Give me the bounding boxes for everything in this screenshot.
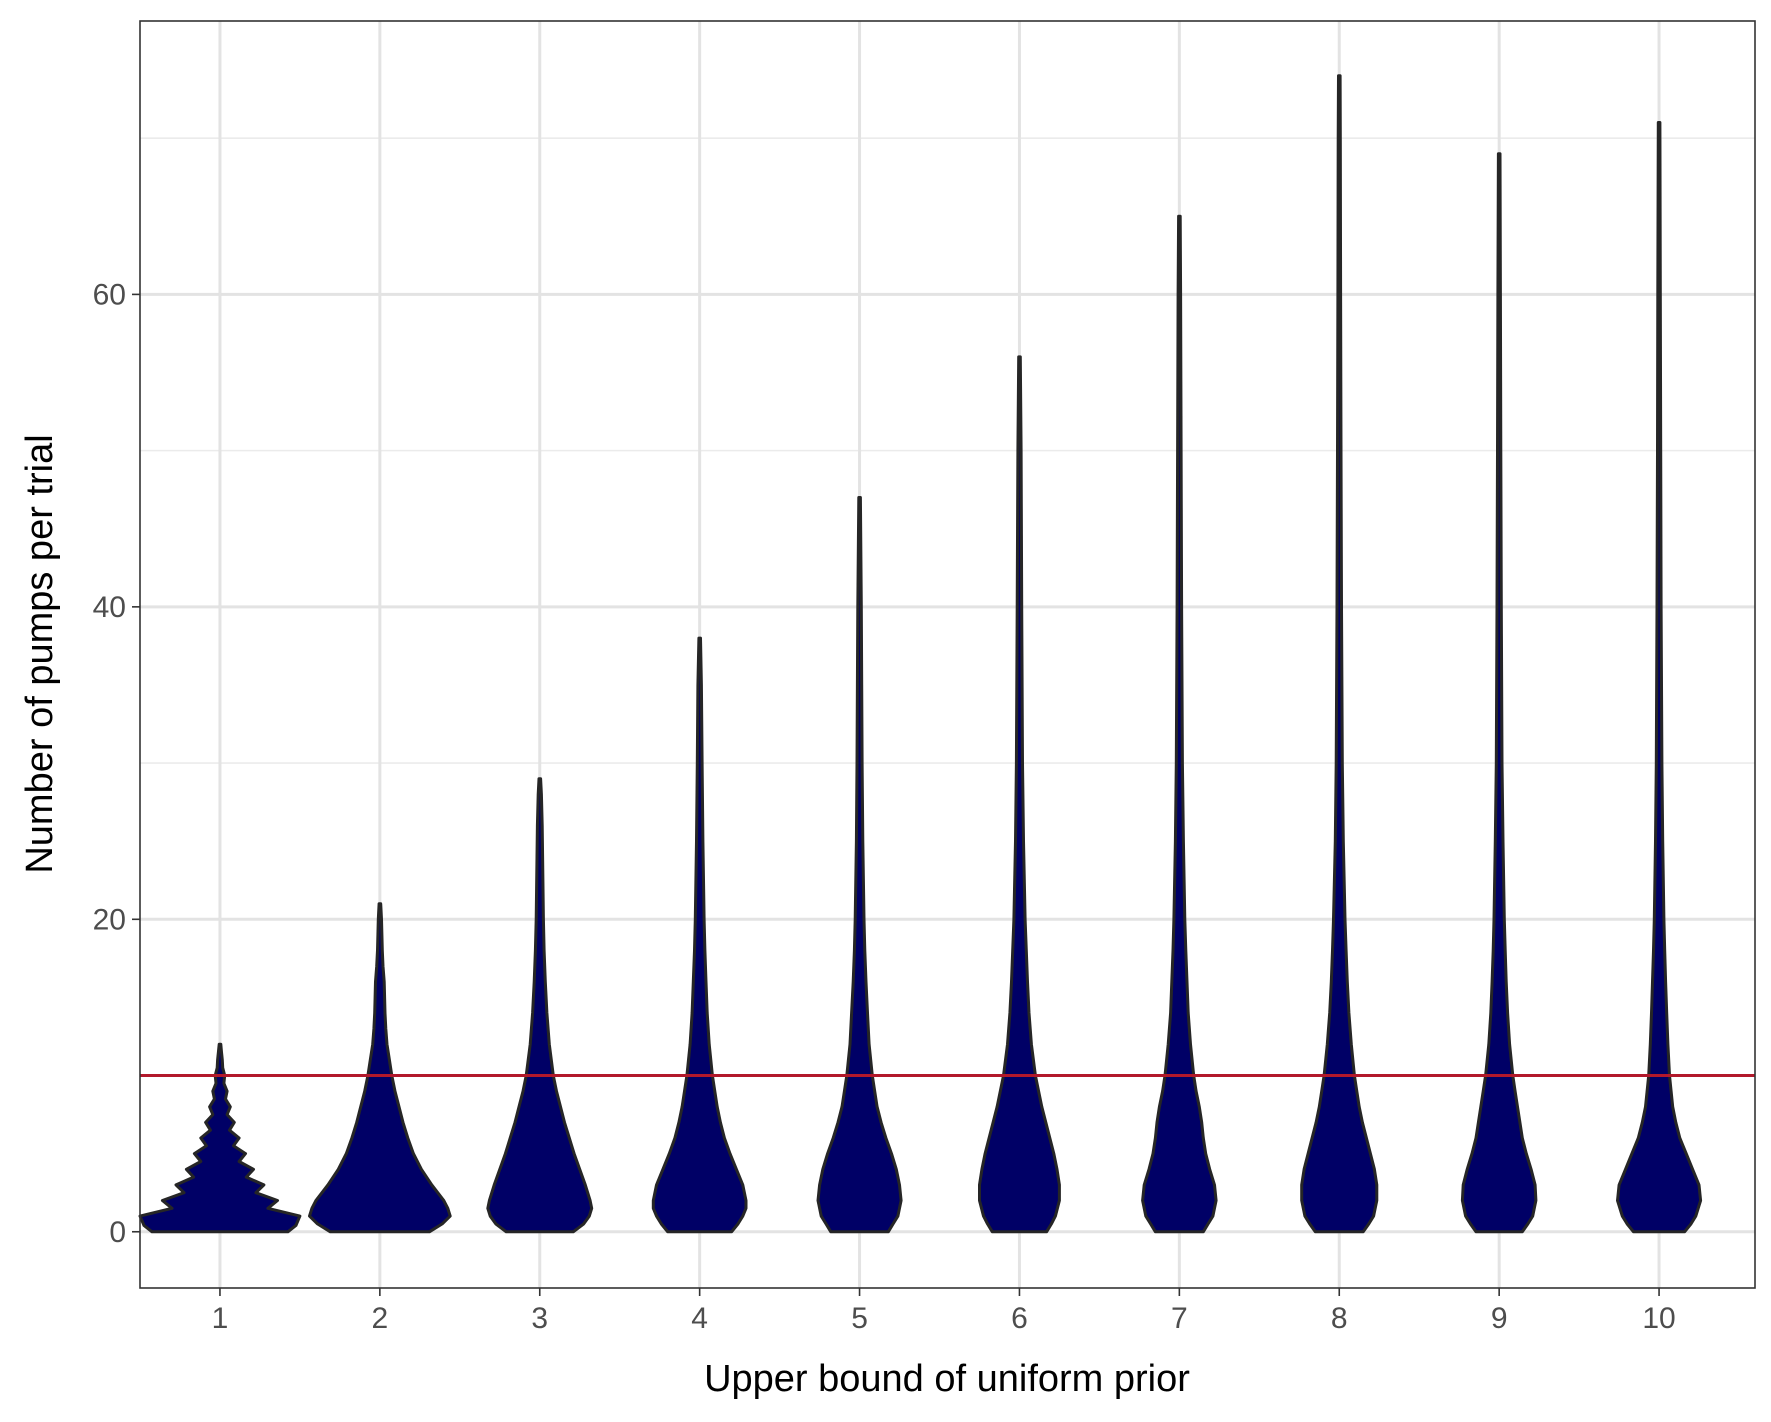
violin-2 (308, 902, 452, 1234)
violin-6 (978, 355, 1061, 1234)
y-tick-label: 20 (93, 903, 126, 936)
x-tick-label: 9 (1491, 1302, 1508, 1335)
x-tick-label: 8 (1331, 1302, 1348, 1335)
violin-8 (1300, 74, 1379, 1234)
plot-panel-border (139, 20, 1756, 1289)
y-axis-title: Number of pumps per trial (19, 434, 61, 873)
x-tick-label: 10 (1642, 1302, 1675, 1335)
violin-1 (138, 1042, 302, 1234)
y-tick-label: 60 (93, 278, 126, 311)
violin-4 (651, 636, 748, 1234)
x-tick-label: 2 (372, 1302, 389, 1335)
x-tick-label: 7 (1171, 1302, 1188, 1335)
x-tick-label: 1 (212, 1302, 229, 1335)
violin-9 (1460, 152, 1538, 1234)
x-tick-label: 4 (691, 1302, 708, 1335)
violin-3 (486, 777, 594, 1234)
violin-layer (138, 74, 1703, 1234)
x-tick-label: 5 (851, 1302, 868, 1335)
axis-layer: 0 20 40 60 1 2 3 4 5 6 7 8 9 10 (93, 278, 1676, 1335)
y-tick-label: 40 (93, 591, 126, 624)
violin-10 (1616, 121, 1703, 1234)
violin-5 (816, 496, 903, 1234)
x-tick-label: 6 (1011, 1302, 1028, 1335)
x-axis-title: Upper bound of uniform prior (704, 1358, 1190, 1400)
violin-7 (1141, 214, 1218, 1234)
y-tick-label: 0 (109, 1216, 126, 1249)
x-tick-label: 3 (531, 1302, 548, 1335)
